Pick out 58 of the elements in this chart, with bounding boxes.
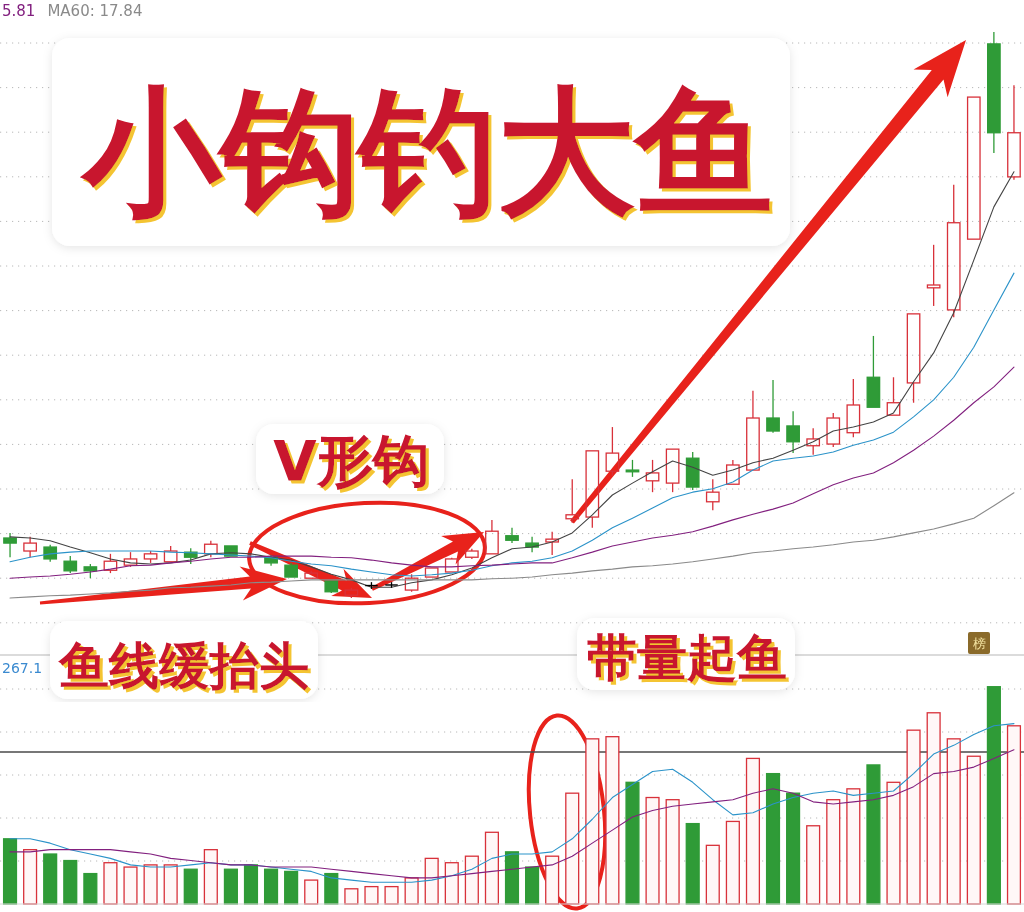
bar xyxy=(846,788,861,905)
candlestick xyxy=(987,31,1001,154)
bar xyxy=(63,859,78,905)
bar xyxy=(344,888,359,905)
bar xyxy=(806,825,821,905)
bar xyxy=(886,781,901,905)
bar xyxy=(745,757,761,905)
bar xyxy=(525,866,540,905)
bar xyxy=(324,872,339,905)
bar xyxy=(43,853,58,905)
bar xyxy=(725,820,740,905)
bar xyxy=(163,864,178,905)
bar xyxy=(364,885,379,905)
bar xyxy=(986,686,1001,905)
bar xyxy=(384,885,399,905)
text: 榜 xyxy=(972,636,986,651)
bar xyxy=(826,799,841,905)
bar xyxy=(685,822,700,905)
bar xyxy=(605,736,620,905)
candlestick xyxy=(786,410,800,454)
bar xyxy=(645,796,660,905)
bar xyxy=(243,864,259,905)
bar xyxy=(103,862,118,905)
bar xyxy=(223,868,238,905)
bar xyxy=(2,838,18,905)
candlestick xyxy=(886,376,901,416)
bar xyxy=(23,849,38,905)
candlestick xyxy=(906,313,921,404)
bar xyxy=(444,862,459,905)
bar xyxy=(665,799,680,905)
bar xyxy=(504,851,520,905)
candlestick xyxy=(866,335,881,408)
bar xyxy=(926,712,941,905)
bar xyxy=(545,855,560,905)
bar xyxy=(765,772,781,905)
bar xyxy=(143,864,158,905)
bar xyxy=(565,792,580,905)
bar xyxy=(1006,725,1022,905)
bar xyxy=(263,868,279,905)
bar xyxy=(284,870,299,905)
bar xyxy=(946,738,961,905)
bar xyxy=(83,872,98,905)
bar xyxy=(203,849,218,905)
bar xyxy=(906,729,921,905)
bar xyxy=(786,792,801,905)
bar xyxy=(484,831,499,905)
bar xyxy=(585,738,600,905)
bar xyxy=(625,781,640,905)
candlestick xyxy=(926,244,941,307)
bar xyxy=(705,844,720,905)
bar xyxy=(123,866,138,905)
bar xyxy=(304,879,319,905)
bar xyxy=(966,755,981,905)
candlestick xyxy=(766,379,780,434)
bar xyxy=(866,764,881,905)
candlestick xyxy=(966,96,981,240)
candlestick xyxy=(1007,84,1021,181)
bar xyxy=(183,868,198,905)
